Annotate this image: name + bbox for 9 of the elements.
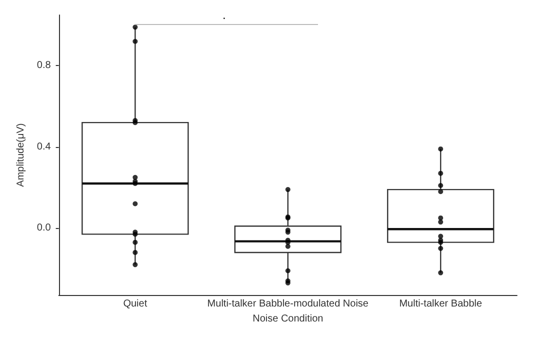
y-axis-title: Amplitude(μV)	[16, 123, 26, 187]
x-tick-label: Multi-talker Babble	[399, 298, 482, 310]
y-tick-label: 0.4	[36, 141, 52, 152]
y-tick-label: 0.0	[36, 222, 52, 234]
y-tick-label: 0.8	[36, 60, 52, 72]
x-axis-title: Noise Condition	[252, 314, 324, 324]
x-tick-label: Quiet	[123, 298, 148, 310]
x-tick-label: Multi-talker Babble-modulated Noise	[207, 298, 369, 310]
annotation: .	[222, 8, 226, 22]
